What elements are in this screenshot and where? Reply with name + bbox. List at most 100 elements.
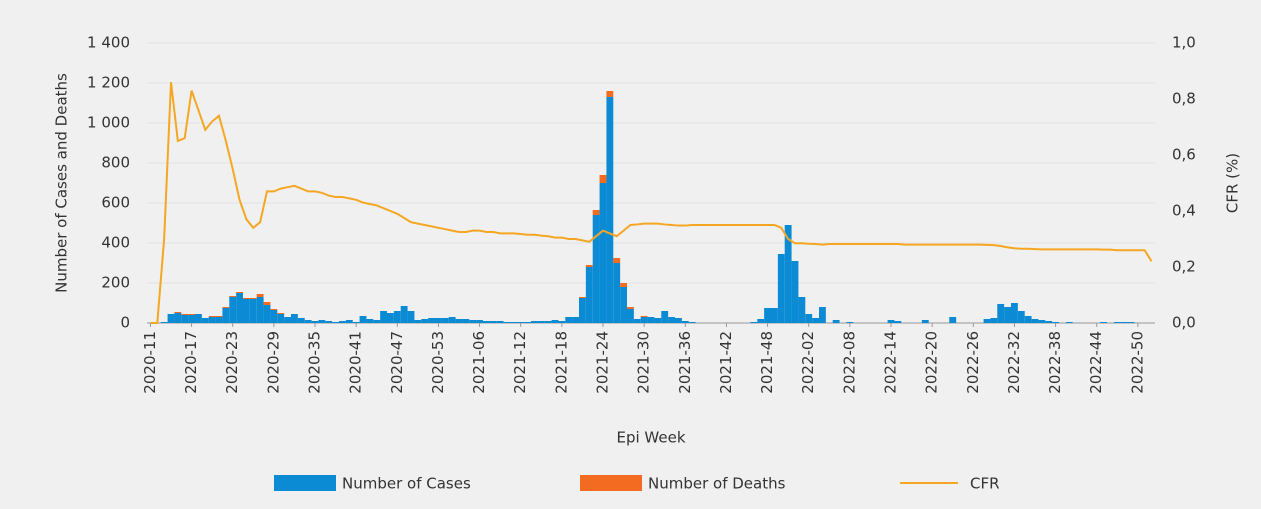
bar: [620, 287, 627, 323]
bar: [585, 267, 593, 323]
bar: [633, 319, 641, 323]
x-tick-label: 2022-14: [882, 331, 900, 394]
x-tick-label: 2020-41: [347, 331, 365, 394]
bar: [297, 318, 305, 323]
bar: [675, 318, 682, 323]
bar: [263, 305, 271, 323]
x-tick-label: 2022-32: [1005, 331, 1023, 394]
bar: [373, 320, 381, 323]
bar: [544, 321, 552, 323]
bar: [531, 321, 538, 323]
bar: [654, 318, 662, 323]
bar: [188, 315, 195, 323]
x-tick-label: 2020-47: [388, 331, 406, 394]
bar: [551, 320, 559, 323]
bar: [510, 322, 518, 323]
x-tick-label: 2021-24: [594, 331, 612, 394]
bar: [798, 297, 806, 323]
bar: [318, 320, 326, 323]
y2-axis-title: CFR (%): [1224, 153, 1242, 213]
bar: [771, 308, 778, 323]
bar: [236, 292, 243, 293]
bar: [243, 298, 250, 299]
bar: [592, 210, 600, 215]
bar: [243, 299, 250, 323]
x-axis-title: Epi Week: [616, 429, 685, 447]
bar: [606, 97, 614, 323]
bar: [812, 318, 819, 323]
legend-swatch: [580, 475, 642, 491]
bar: [455, 319, 463, 323]
bar: [222, 307, 230, 308]
y-tick-label: 400: [101, 234, 130, 252]
bar: [627, 307, 634, 309]
x-tick-label: 2022-50: [1128, 331, 1146, 394]
bar: [640, 316, 648, 317]
bar: [846, 322, 854, 323]
bar: [668, 317, 675, 323]
x-tick-label: 2021-36: [676, 331, 694, 394]
bar: [339, 321, 346, 323]
bar: [229, 296, 237, 297]
bar: [208, 317, 216, 323]
bar: [1031, 319, 1039, 323]
x-tick-label: 2020-23: [223, 331, 241, 394]
y-axis-title: Number of Cases and Deaths: [53, 73, 71, 293]
bar: [1017, 311, 1025, 323]
bar: [1065, 322, 1073, 323]
bar: [215, 316, 223, 317]
y-tick-label: 1 200: [87, 74, 130, 92]
y-tick-label: 1 000: [87, 114, 130, 132]
bar: [311, 321, 319, 323]
bar: [270, 310, 278, 323]
bar: [496, 321, 504, 323]
bar: [174, 313, 182, 323]
bar: [167, 314, 175, 323]
bar: [599, 183, 607, 323]
bar: [819, 307, 826, 323]
bar: [627, 309, 634, 323]
bar: [757, 319, 765, 323]
bar: [325, 321, 333, 323]
bar: [195, 314, 202, 323]
x-tick-label: 2021-48: [758, 331, 776, 394]
x-tick-label: 2021-12: [511, 331, 529, 394]
bar: [270, 309, 278, 310]
bar: [229, 297, 237, 323]
x-tick-label: 2020-35: [306, 331, 324, 394]
y2-tick-label: 0,0: [1172, 314, 1196, 332]
bar: [393, 311, 401, 323]
bar: [441, 318, 449, 323]
y2-tick-label: 0,4: [1172, 202, 1196, 220]
bar: [777, 254, 785, 323]
bar: [681, 321, 689, 323]
bar: [764, 308, 771, 323]
y-tick-label: 200: [101, 274, 130, 292]
y2-tick-label: 1,0: [1172, 34, 1196, 52]
bar: [1052, 322, 1059, 323]
bar: [400, 306, 408, 323]
x-tick-label: 2020-53: [429, 331, 447, 394]
bar: [277, 314, 285, 323]
bar: [503, 322, 511, 323]
bar: [249, 298, 257, 299]
bar: [1045, 321, 1053, 323]
bar: [160, 322, 168, 323]
bar: [647, 317, 655, 323]
y-tick-label: 800: [101, 154, 130, 172]
bar: [304, 320, 312, 323]
bar: [558, 321, 566, 323]
x-tick-label: 2022-44: [1087, 331, 1105, 394]
legend-swatch: [274, 475, 336, 491]
bar: [1127, 322, 1135, 323]
bar: [620, 283, 627, 287]
bar: [174, 312, 182, 313]
bar: [249, 299, 257, 323]
bar: [990, 318, 998, 323]
x-tick-label: 2022-26: [964, 331, 982, 394]
bar: [421, 319, 429, 323]
bar: [366, 319, 374, 323]
legend-label: Number of Cases: [342, 475, 471, 493]
x-tick-label: 2021-06: [470, 331, 488, 394]
bar: [565, 317, 573, 323]
